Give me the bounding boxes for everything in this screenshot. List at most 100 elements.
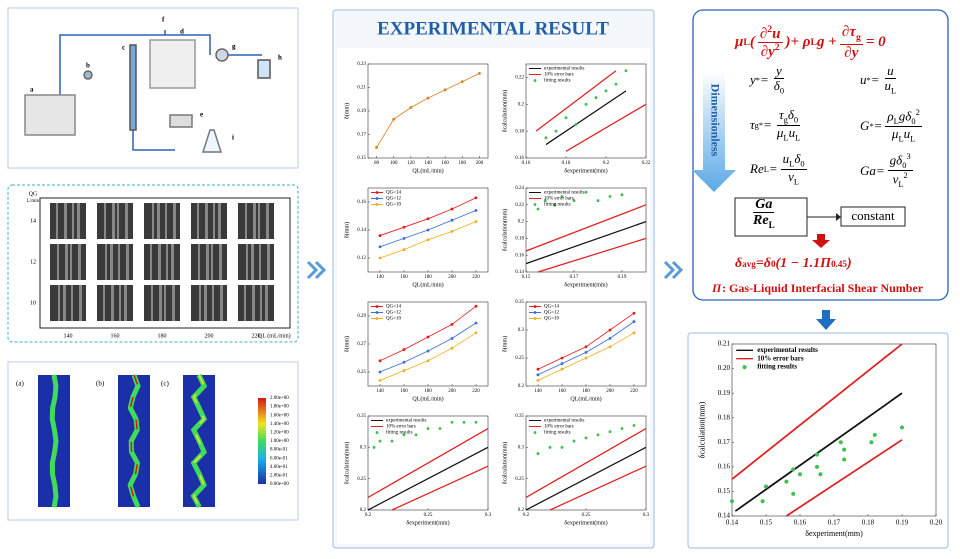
symbol: u bbox=[887, 63, 894, 78]
film-streak bbox=[158, 244, 161, 280]
data-point bbox=[815, 464, 819, 469]
film-streak bbox=[220, 285, 223, 321]
colorbar-label: 4.00e-01 bbox=[270, 465, 288, 470]
col-label: 140 bbox=[64, 333, 73, 339]
film-streak bbox=[58, 285, 60, 321]
y-axis-label: δcalculation(mm) bbox=[697, 401, 706, 458]
reference-line bbox=[367, 427, 489, 499]
data-point bbox=[842, 447, 847, 452]
film-streak bbox=[104, 203, 106, 239]
apparatus-label: d bbox=[180, 28, 184, 36]
film-streak bbox=[171, 244, 174, 280]
data-point bbox=[536, 207, 540, 211]
pi-symbol: Π bbox=[711, 281, 722, 295]
plot-frame bbox=[367, 301, 489, 387]
data-point bbox=[438, 427, 442, 430]
film-streak bbox=[218, 203, 221, 239]
symbol: = 0 bbox=[865, 34, 886, 51]
symbol: u bbox=[788, 124, 796, 140]
data-point bbox=[474, 321, 478, 325]
colorbar bbox=[258, 398, 266, 484]
x-tick-label: 140 bbox=[424, 161, 432, 166]
data-point bbox=[572, 199, 576, 203]
colorbar-label: 1.80e+00 bbox=[270, 405, 289, 410]
symbol: ) bbox=[846, 256, 852, 271]
y-tick-label: 0.20 bbox=[718, 364, 731, 372]
film-streak bbox=[119, 285, 121, 321]
film-streak bbox=[219, 244, 222, 280]
y-tick-label: 0.16 bbox=[357, 200, 366, 205]
results-title: EXPERIMENTAL RESULT bbox=[377, 18, 609, 39]
x-tick-label: 120 bbox=[407, 161, 415, 166]
film-streak bbox=[70, 244, 72, 280]
x-axis-label: δexperiment(mm) bbox=[564, 167, 607, 174]
symbol: u bbox=[782, 151, 790, 166]
superscript: 2 bbox=[774, 42, 780, 54]
subscript: g bbox=[754, 120, 759, 131]
data-point bbox=[378, 439, 382, 443]
data-point bbox=[608, 194, 612, 198]
legend-label: fitting results bbox=[386, 431, 413, 436]
subscript: L bbox=[783, 132, 789, 143]
x-tick-label: 0.2 bbox=[603, 161, 610, 166]
reference-line bbox=[785, 439, 903, 517]
y-tick-label: 0.2 bbox=[518, 508, 525, 513]
symbol: g bbox=[898, 108, 906, 124]
symbol: + ρ bbox=[790, 34, 811, 51]
plot-frame bbox=[367, 63, 489, 159]
y-axis-label: δ(mm) bbox=[343, 103, 350, 119]
x-tick-label: 0.15 bbox=[522, 275, 531, 280]
colorbar-label: 0.00e+00 bbox=[270, 482, 289, 487]
superscript: 2 bbox=[767, 23, 773, 35]
subscript: L bbox=[793, 176, 800, 187]
legend-marker bbox=[375, 305, 379, 308]
y-tick-label: 0.3 bbox=[518, 445, 525, 450]
data-point bbox=[584, 345, 588, 349]
col-label: 180 bbox=[158, 333, 167, 339]
reference-line bbox=[734, 392, 903, 512]
symbol: τ bbox=[849, 24, 856, 40]
y-tick-label: 0.12 bbox=[357, 256, 366, 261]
symbol: ) bbox=[785, 34, 791, 51]
film-streak bbox=[124, 285, 127, 321]
data-point bbox=[560, 194, 564, 198]
film-streak bbox=[111, 285, 114, 321]
film-streak bbox=[245, 203, 247, 239]
symbol: δ bbox=[896, 152, 903, 168]
symbol: ν bbox=[788, 168, 794, 184]
camera-box bbox=[149, 39, 196, 89]
colorbar-label: 6.00e-01 bbox=[270, 456, 288, 461]
data-point bbox=[426, 228, 430, 232]
legend-marker bbox=[533, 203, 537, 206]
reference-line bbox=[537, 237, 647, 273]
y-tick-label: 0.18 bbox=[515, 237, 524, 242]
x-tick-label: 0.14 bbox=[726, 519, 739, 527]
constant-label: constant bbox=[851, 208, 895, 223]
superscript: * bbox=[866, 75, 871, 86]
symbol: g bbox=[889, 152, 897, 168]
superscript: * bbox=[755, 75, 760, 86]
subscript: L bbox=[910, 133, 916, 144]
subscript: g bbox=[783, 114, 788, 125]
legend-marker bbox=[533, 305, 537, 308]
x-tick-label: 140 bbox=[534, 389, 542, 394]
data-point bbox=[372, 445, 376, 449]
data-point bbox=[443, 88, 447, 92]
flow-image bbox=[191, 203, 227, 239]
symbol: ν bbox=[892, 171, 899, 187]
legend-marker bbox=[742, 365, 747, 370]
symbol: u bbox=[884, 78, 892, 94]
ratio-box bbox=[734, 197, 808, 237]
data-point bbox=[574, 123, 578, 126]
data-point bbox=[426, 427, 430, 430]
y-tick-label: 0.2 bbox=[518, 384, 525, 389]
denominator: μLuL bbox=[775, 124, 802, 143]
legend-marker bbox=[375, 311, 379, 314]
plot-frame bbox=[525, 301, 647, 387]
x-tick-label: 0.18 bbox=[862, 519, 875, 527]
apparatus-label: b bbox=[86, 62, 90, 70]
film-streak bbox=[246, 244, 248, 280]
